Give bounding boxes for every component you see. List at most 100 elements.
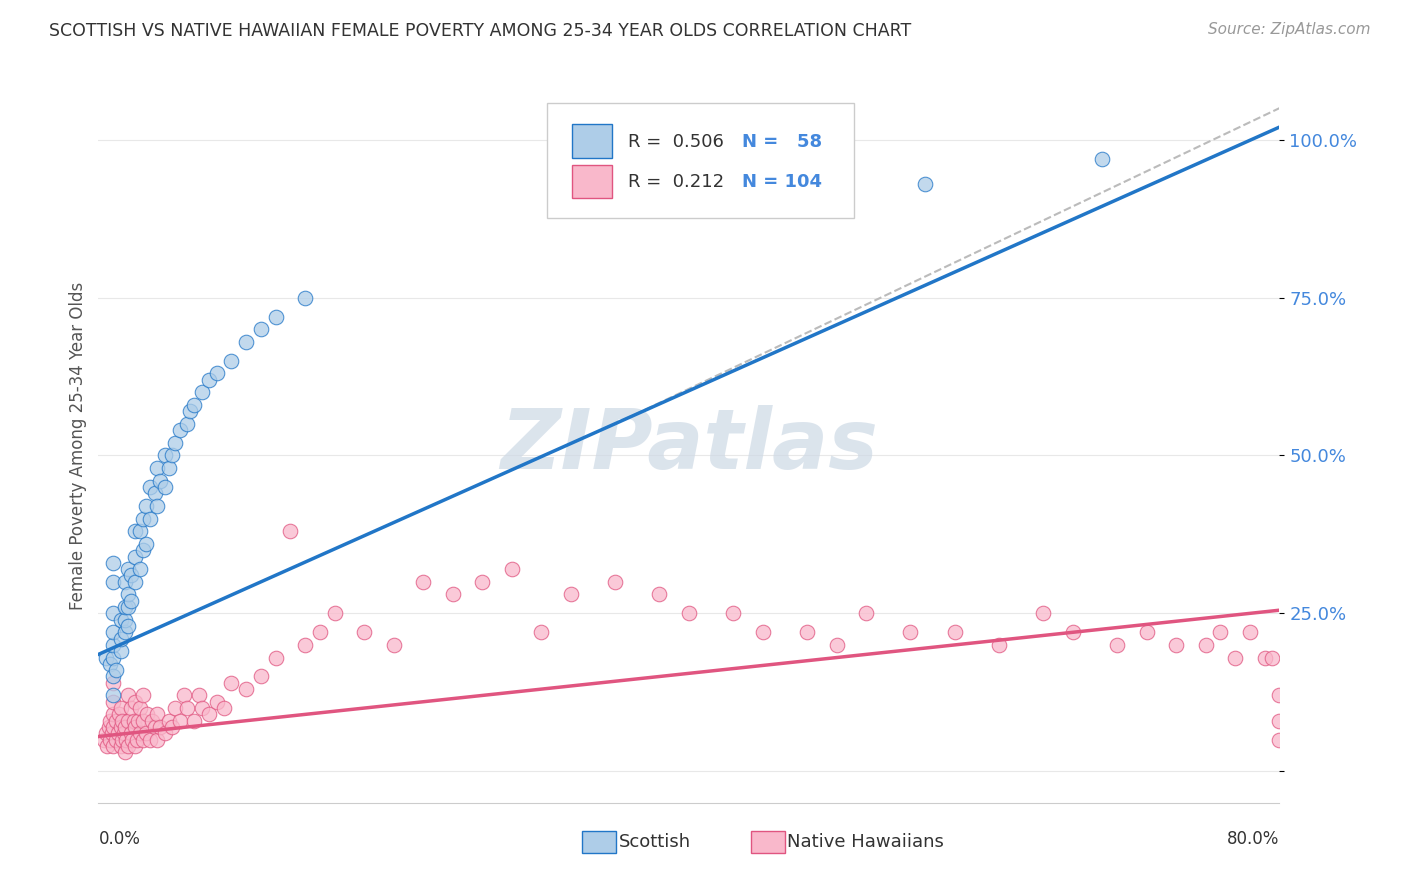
Point (914, 177, 936, 191)
Point (1195, 638, 1218, 652)
Point (103, 695, 125, 709)
Point (124, 549, 146, 564)
Point (1239, 625, 1261, 640)
Point (205, 367, 228, 381)
Point (382, 638, 405, 652)
Point (132, 714, 155, 728)
Point (125, 732, 148, 747)
Point (117, 689, 139, 703)
Point (110, 701, 132, 715)
Point (205, 695, 228, 709)
Point (169, 714, 191, 728)
Text: R =  0.212: R = 0.212 (627, 173, 724, 191)
Point (176, 701, 198, 715)
Point (139, 511, 162, 525)
Point (136, 707, 159, 722)
Point (124, 695, 146, 709)
Point (103, 675, 125, 690)
Point (280, 524, 302, 539)
Point (309, 625, 332, 640)
Point (235, 334, 257, 349)
Point (120, 726, 142, 740)
Point (143, 486, 166, 500)
Point (1268, 732, 1291, 747)
Point (103, 556, 125, 570)
Point (1268, 714, 1291, 728)
Point (111, 714, 134, 728)
Point (103, 638, 125, 652)
Point (198, 373, 221, 387)
Text: N = 104: N = 104 (742, 173, 823, 191)
Point (103, 720, 125, 734)
Point (530, 625, 553, 640)
Point (1091, 152, 1114, 166)
Point (146, 461, 169, 475)
Point (1209, 625, 1232, 640)
Point (108, 707, 131, 722)
Point (183, 714, 205, 728)
Point (124, 574, 146, 589)
Point (752, 625, 775, 640)
Point (153, 449, 176, 463)
Point (353, 625, 375, 640)
Point (212, 701, 235, 715)
Point (117, 619, 139, 633)
Point (122, 714, 145, 728)
Point (105, 663, 128, 677)
Point (221, 675, 243, 690)
Point (264, 310, 287, 324)
Point (900, 625, 922, 640)
Point (648, 587, 671, 601)
Point (143, 720, 166, 734)
Point (97, 720, 120, 734)
Point (103, 607, 125, 621)
Point (294, 638, 316, 652)
Point (471, 574, 494, 589)
Point (93, 732, 115, 747)
Point (128, 726, 150, 740)
Point (128, 524, 150, 539)
Point (146, 707, 169, 722)
Point (94, 726, 117, 740)
Point (250, 322, 273, 336)
Point (1225, 650, 1247, 665)
Point (124, 524, 146, 539)
FancyBboxPatch shape (547, 103, 855, 218)
Point (115, 732, 138, 747)
Point (412, 574, 434, 589)
Point (114, 600, 136, 615)
Point (110, 720, 132, 734)
Point (120, 701, 142, 715)
Point (135, 726, 157, 740)
Point (100, 726, 122, 740)
Point (1062, 625, 1084, 640)
Point (1136, 625, 1159, 640)
Point (139, 732, 162, 747)
Point (110, 613, 132, 627)
Point (678, 607, 700, 621)
Point (124, 720, 146, 734)
Point (127, 714, 149, 728)
Point (146, 499, 169, 513)
Point (117, 600, 139, 615)
Text: R =  0.506: R = 0.506 (627, 133, 724, 151)
Point (153, 726, 176, 740)
Point (103, 650, 125, 665)
Point (943, 625, 966, 640)
Point (153, 480, 176, 494)
Point (157, 714, 180, 728)
Point (103, 574, 125, 589)
Point (128, 701, 150, 715)
Point (198, 707, 221, 722)
Point (117, 587, 139, 601)
Text: 0.0%: 0.0% (98, 830, 141, 847)
Point (112, 726, 135, 740)
Y-axis label: Female Poverty Among 25-34 Year Olds: Female Poverty Among 25-34 Year Olds (69, 282, 87, 610)
Point (1032, 607, 1054, 621)
Point (294, 291, 316, 305)
Point (825, 638, 848, 652)
Point (1268, 689, 1291, 703)
Point (96, 739, 118, 753)
Point (103, 689, 125, 703)
Point (120, 568, 142, 582)
